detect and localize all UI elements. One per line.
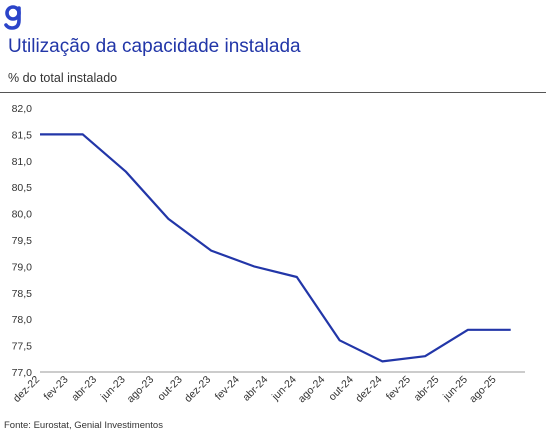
x-tick-label: fev-23 (42, 374, 71, 403)
chart-title: Utilização da capacidade instalada (8, 36, 301, 57)
y-axis-tick-labels: 82,0 81,5 81,0 80,5 80,0 79,5 79,0 78,5 78,0 77,5… (12, 103, 33, 379)
genial-g-logo-icon (4, 5, 21, 30)
y-tick-label: 78,0 (12, 314, 33, 326)
title-divider (0, 92, 546, 93)
x-tick-label: dez-24 (353, 374, 384, 405)
y-tick-label: 80,5 (12, 182, 33, 194)
x-tick-label: ago-25 (467, 374, 499, 406)
x-tick-label: fev-25 (384, 374, 413, 403)
source-note: Fonte: Eurostat, Genial Investimentos (4, 420, 163, 431)
x-tick-label: ago-23 (125, 374, 157, 406)
x-tick-label: out-23 (155, 374, 185, 404)
y-tick-label: 81,5 (12, 129, 33, 141)
x-tick-label: dez-23 (182, 374, 213, 405)
x-tick-label: fev-24 (213, 374, 242, 403)
x-tick-label: jun-24 (269, 374, 299, 404)
y-tick-label: 82,0 (12, 103, 33, 115)
chart-subtitle: % do total instalado (8, 71, 118, 85)
x-tick-label: jun-25 (440, 374, 470, 404)
y-tick-label: 80,0 (12, 209, 33, 221)
y-tick-label: 79,0 (12, 261, 33, 273)
y-tick-label: 77,5 (12, 341, 33, 353)
x-tick-label: jun-23 (98, 374, 128, 404)
line-chart: 82,0 81,5 81,0 80,5 80,0 79,5 79,0 78,5 78,0 77,5… (11, 103, 525, 406)
y-tick-label: 79,5 (12, 235, 33, 247)
x-tick-label: abr-23 (69, 374, 99, 404)
x-tick-label: abr-25 (412, 374, 442, 404)
x-tick-label: abr-24 (240, 374, 270, 404)
x-tick-label: ago-24 (296, 374, 328, 406)
y-tick-label: 78,5 (12, 288, 33, 300)
x-tick-label: out-24 (326, 374, 356, 404)
series-line (40, 133, 511, 363)
y-tick-label: 81,0 (12, 156, 33, 168)
y-tick-label: 77,0 (12, 367, 33, 379)
